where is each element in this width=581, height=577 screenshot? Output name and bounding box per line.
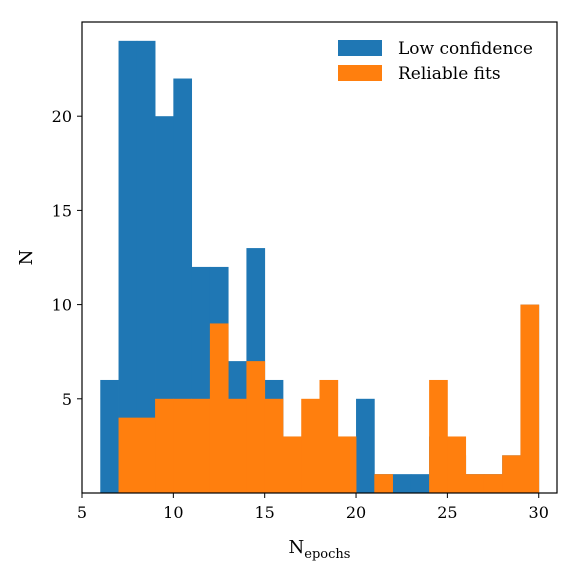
legend-label-low-confidence: Low confidence: [398, 39, 533, 59]
y-tick-label-20: 20: [52, 107, 72, 126]
bar-reliable-fits-29: [520, 304, 540, 493]
bar-reliable-fits-18: [319, 379, 339, 493]
bar-reliable-fits-14: [246, 361, 266, 493]
bar-low-confidence-8: [136, 40, 156, 494]
bar-low-confidence-22: [392, 474, 412, 493]
bar-reliable-fits-17: [301, 398, 320, 493]
y-axis-ticks: 5 10 15 20: [52, 107, 82, 409]
bars-layer: [100, 40, 540, 494]
bar-low-confidence-10: [173, 78, 193, 494]
bar-reliable-fits-11: [191, 398, 211, 493]
bar-low-confidence-6: [100, 379, 119, 493]
bar-reliable-fits-21: [374, 474, 393, 493]
bar-reliable-fits-27: [483, 474, 503, 493]
x-tick-label-5: 5: [77, 503, 87, 522]
bar-reliable-fits-10: [173, 398, 193, 493]
bar-low-confidence-7: [118, 40, 138, 494]
x-tick-label-30: 30: [529, 503, 549, 522]
bar-reliable-fits-7: [118, 417, 138, 493]
x-tick-label-20: 20: [346, 503, 366, 522]
bar-reliable-fits-24: [429, 379, 448, 493]
bar-reliable-fits-15: [264, 398, 284, 493]
x-axis-label-subscript: epochs: [304, 547, 350, 562]
y-axis-label: N: [16, 250, 37, 266]
bar-reliable-fits-13: [228, 398, 247, 493]
legend-swatch-low-confidence: [338, 40, 382, 56]
x-axis-label-main: N: [289, 537, 305, 558]
bar-reliable-fits-16: [282, 436, 302, 493]
x-tick-label-10: 10: [163, 503, 183, 522]
bar-reliable-fits-19: [337, 436, 357, 493]
x-tick-label-25: 25: [437, 503, 457, 522]
x-tick-label-15: 15: [255, 503, 275, 522]
y-tick-label-10: 10: [52, 296, 72, 315]
bar-reliable-fits-9: [155, 398, 174, 493]
bar-low-confidence-23: [410, 474, 430, 493]
x-axis-ticks: 5 10 15 20 25 30: [77, 493, 549, 522]
bar-reliable-fits-26: [465, 474, 485, 493]
bar-reliable-fits-25: [447, 436, 467, 493]
bar-reliable-fits-8: [136, 417, 156, 493]
y-tick-label-15: 15: [52, 201, 72, 220]
legend-label-reliable-fits: Reliable fits: [398, 64, 501, 84]
plot-frame: [81, 21, 558, 494]
bar-low-confidence-20: [356, 398, 375, 493]
y-tick-label-5: 5: [62, 390, 72, 409]
bar-reliable-fits-12: [209, 323, 229, 493]
legend-swatch-reliable-fits: [338, 65, 382, 81]
bar-reliable-fits-28: [502, 455, 521, 493]
x-axis-label: Nepochs: [289, 537, 351, 562]
legend: Low confidence Reliable fits: [338, 39, 533, 84]
